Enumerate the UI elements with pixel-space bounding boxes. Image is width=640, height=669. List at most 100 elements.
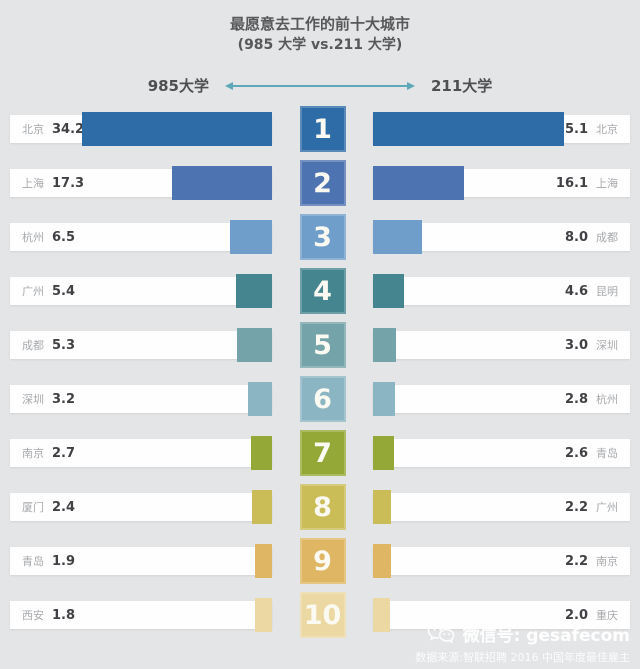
value-label-985-3: 6.5 <box>52 229 76 245</box>
bar-985-6 <box>247 382 272 417</box>
bar-track-211-7: 2.6 青岛 <box>373 436 630 471</box>
chart-row-9: 青岛 1.9 9 2.2 南京 <box>0 534 640 588</box>
bar-track-985-10: 西安 1.8 <box>10 598 272 633</box>
city-label-985-1: 北京 <box>22 123 44 137</box>
value-label-985-10: 1.8 <box>52 607 76 623</box>
city-label-211-6: 杭州 <box>596 393 618 407</box>
data-source-label: 数据来源:智联招聘 2016 中国年度最佳雇主 <box>415 651 630 664</box>
chart-row-5: 成都 5.3 5 3.0 深圳 <box>0 318 640 372</box>
bar-211-3 <box>373 220 422 255</box>
chart-row-4: 广州 5.4 4 4.6 昆明 <box>0 264 640 318</box>
value-label-985-1: 34.2 <box>52 121 85 137</box>
bar-211-8 <box>373 490 392 525</box>
chart-row-3: 杭州 6.5 3 8.0 成都 <box>0 210 640 264</box>
bar-track-985-1: 北京 34.2 <box>10 112 272 147</box>
wechat-icon <box>427 622 455 645</box>
page-title: 最愿意去工作的前十大城市 <box>229 15 410 33</box>
bar-985-9 <box>254 544 272 579</box>
city-label-985-9: 青岛 <box>22 555 44 569</box>
bar-211-10 <box>373 598 391 633</box>
legend-row: 985大学 211大学 <box>0 75 640 96</box>
bar-985-10 <box>255 598 272 633</box>
bar-211-9 <box>373 544 392 579</box>
bar-985-8 <box>252 490 272 525</box>
city-label-985-2: 上海 <box>22 177 44 191</box>
chart-row-10: 西安 1.8 10 2.0 重庆 <box>0 588 640 642</box>
bar-track-985-6: 深圳 3.2 <box>10 382 272 417</box>
value-label-211-7: 2.6 <box>564 445 588 461</box>
city-label-211-5: 深圳 <box>596 339 618 353</box>
value-label-985-5: 5.3 <box>52 337 76 353</box>
city-label-211-8: 广州 <box>596 501 618 515</box>
bar-985-4 <box>236 274 272 309</box>
bar-211-2 <box>373 166 465 201</box>
double-arrow-icon <box>225 81 415 90</box>
bar-211-7 <box>373 436 394 471</box>
bar-211-5 <box>373 328 396 363</box>
value-label-211-3: 8.0 <box>564 229 588 245</box>
city-label-985-5: 成都 <box>22 339 44 353</box>
rank-badge-1: 1 <box>299 106 346 153</box>
legend-label-985: 985大学 <box>147 77 209 96</box>
bar-211-4 <box>373 274 405 309</box>
city-label-211-3: 成都 <box>596 231 618 245</box>
bar-211-6 <box>373 382 395 417</box>
bar-track-985-7: 南京 2.7 <box>10 436 272 471</box>
bar-985-3 <box>230 220 272 255</box>
bar-track-985-2: 上海 17.3 <box>10 166 272 201</box>
city-label-985-7: 南京 <box>22 447 44 461</box>
bar-211-1 <box>373 112 564 147</box>
city-label-985-3: 杭州 <box>22 231 44 245</box>
value-label-211-6: 2.8 <box>564 391 588 407</box>
bar-985-2 <box>172 166 272 201</box>
wechat-id-label: 微信号: gesafecom <box>462 626 630 646</box>
bar-track-211-6: 2.8 杭州 <box>373 382 630 417</box>
page-subtitle: (985 大学 vs.211 大学) <box>237 36 403 53</box>
city-label-211-10: 重庆 <box>596 609 618 623</box>
value-label-985-2: 17.3 <box>52 175 85 191</box>
bar-track-211-5: 3.0 深圳 <box>373 328 630 363</box>
rank-badge-6: 6 <box>299 376 346 423</box>
city-label-211-1: 北京 <box>596 123 618 137</box>
city-label-985-6: 深圳 <box>22 393 44 407</box>
bar-985-7 <box>250 436 272 471</box>
bar-track-985-8: 厦门 2.4 <box>10 490 272 525</box>
chart-row-2: 上海 17.3 2 16.1 上海 <box>0 156 640 210</box>
bar-985-5 <box>236 328 272 363</box>
chart-row-8: 厦门 2.4 8 2.2 广州 <box>0 480 640 534</box>
city-label-211-9: 南京 <box>596 555 618 569</box>
city-label-211-4: 昆明 <box>596 285 618 299</box>
bar-track-211-8: 2.2 广州 <box>373 490 630 525</box>
chart-row-7: 南京 2.7 7 2.6 青岛 <box>0 426 640 480</box>
value-label-985-6: 3.2 <box>52 391 76 407</box>
value-label-211-10: 2.0 <box>564 607 588 623</box>
rank-badge-9: 9 <box>299 538 346 585</box>
bar-track-211-9: 2.2 南京 <box>373 544 630 579</box>
bar-track-211-2: 16.1 上海 <box>373 166 630 201</box>
chart-row-1: 北京 34.2 1 35.1 北京 <box>0 102 640 156</box>
legend-label-211: 211大学 <box>431 77 493 96</box>
value-label-985-4: 5.4 <box>52 283 76 299</box>
rank-badge-8: 8 <box>299 484 346 531</box>
value-label-985-9: 1.9 <box>52 553 76 569</box>
rank-badge-7: 7 <box>299 430 346 477</box>
value-label-211-9: 2.2 <box>564 553 588 569</box>
value-label-211-2: 16.1 <box>555 175 588 191</box>
tornado-chart: 北京 34.2 1 35.1 北京 上海 17.3 2 16.1 上海 杭州 6… <box>0 102 640 642</box>
value-label-211-4: 4.6 <box>564 283 588 299</box>
title-block: 最愿意去工作的前十大城市 (985 大学 vs.211 大学) <box>0 0 640 55</box>
bar-track-211-4: 4.6 昆明 <box>373 274 630 309</box>
bar-track-985-5: 成都 5.3 <box>10 328 272 363</box>
bar-track-985-4: 广州 5.4 <box>10 274 272 309</box>
rank-badge-5: 5 <box>299 322 346 369</box>
value-label-211-5: 3.0 <box>564 337 588 353</box>
city-label-211-7: 青岛 <box>596 447 618 461</box>
watermark: 微信号: gesafecom 数据来源:智联招聘 2016 中国年度最佳雇主 <box>415 621 630 665</box>
bar-track-985-9: 青岛 1.9 <box>10 544 272 579</box>
bar-track-211-10: 2.0 重庆 <box>373 598 630 633</box>
value-label-211-8: 2.2 <box>564 499 588 515</box>
bar-985-1 <box>82 112 272 147</box>
city-label-211-2: 上海 <box>596 177 618 191</box>
value-label-985-7: 2.7 <box>52 445 76 461</box>
bar-track-985-3: 杭州 6.5 <box>10 220 272 255</box>
